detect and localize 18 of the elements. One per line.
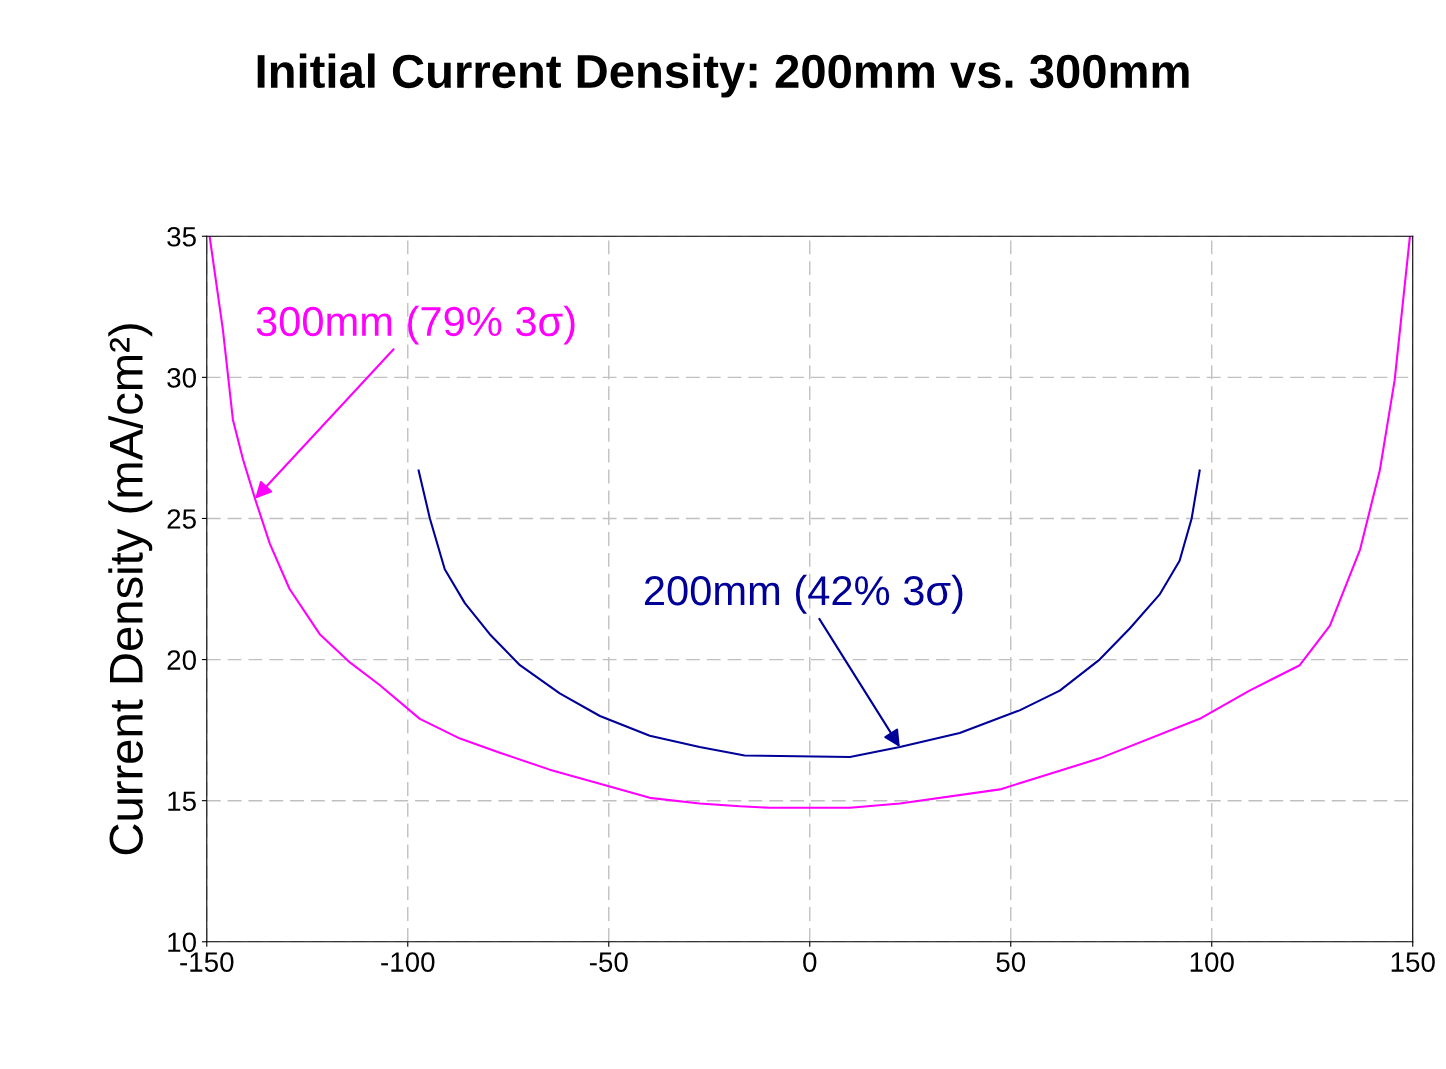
x-tick-label: -50 (589, 952, 628, 972)
y-tick-label: 25 (167, 509, 196, 529)
y-tick-label: 35 (167, 226, 196, 247)
x-tick-label: -100 (381, 952, 435, 972)
chart-title: Initial Current Density: 200mm vs. 300mm (257, 53, 1189, 98)
annotation: 200mm (42% 3σ) (644, 574, 963, 614)
x-tick-label: 50 (996, 952, 1026, 972)
x-tick-label: 150 (1391, 952, 1435, 972)
x-tick-label: 0 (803, 952, 817, 972)
y-axis-title: Current Density (mA/cm²) (108, 324, 153, 855)
annotation: 300mm (79% 3σ) (256, 305, 575, 345)
y-tick-label: 15 (168, 791, 196, 812)
y-tick-label: 30 (167, 368, 196, 388)
line-series (417, 469, 1201, 758)
y-tick-label: 10 (168, 932, 196, 953)
x-tick-label: -150 (180, 952, 234, 972)
y-tick-label: 20 (167, 650, 196, 670)
x-tick-label: 100 (1190, 952, 1234, 972)
